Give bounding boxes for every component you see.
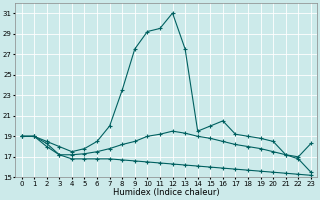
X-axis label: Humidex (Indice chaleur): Humidex (Indice chaleur) [113,188,220,197]
